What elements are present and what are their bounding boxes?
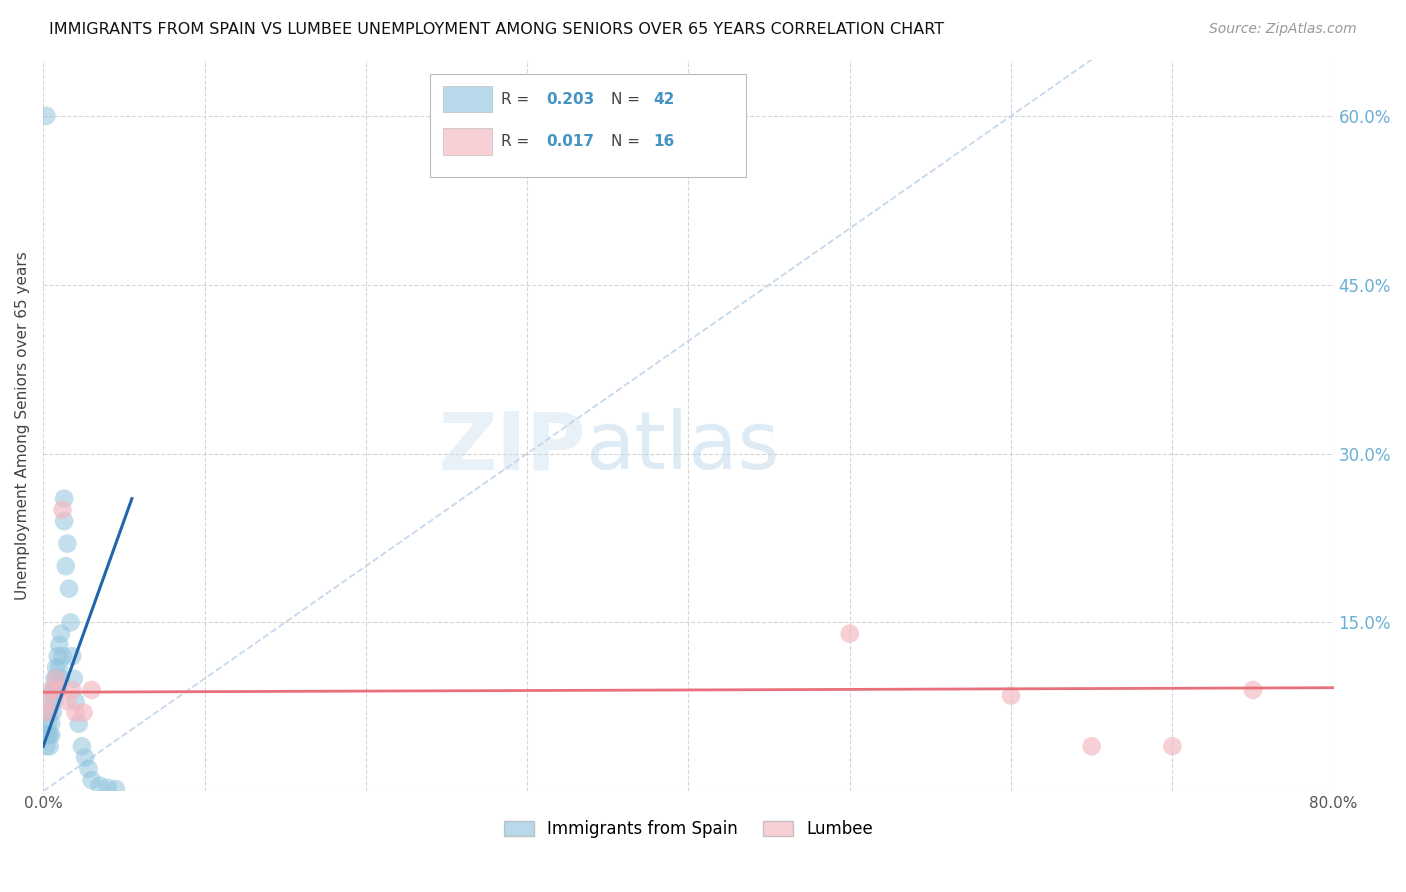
Point [35,728,58,742]
Point [38,706,60,720]
Point [72,706,94,720]
Point [104,782,127,797]
Point [60,683,83,698]
Point [42,706,65,720]
FancyBboxPatch shape [430,74,747,177]
Point [67,716,90,731]
Text: atlas: atlas [585,409,779,486]
Point [51,503,73,517]
Point [80,772,103,787]
Point [37,716,59,731]
Point [1000,689,1022,703]
Point [70,739,93,754]
Point [60,649,83,664]
Point [48,683,70,698]
Text: R =: R = [502,134,534,149]
Point [44,672,66,686]
Point [44,683,66,698]
Point [75,750,97,764]
Point [77,762,100,776]
FancyBboxPatch shape [443,128,492,154]
Point [45,672,67,686]
Text: Source: ZipAtlas.com: Source: ZipAtlas.com [1209,22,1357,37]
Point [63,672,86,686]
Point [1161,739,1184,754]
Point [35,694,58,708]
Point [49,672,72,686]
Point [37,728,59,742]
Point [39,728,62,742]
Text: 16: 16 [654,134,675,149]
Legend: Immigrants from Spain, Lumbee: Immigrants from Spain, Lumbee [498,814,880,845]
Point [35,739,58,754]
Point [46,683,69,698]
Point [838,626,860,640]
Point [65,694,87,708]
Point [80,683,103,698]
Point [49,626,72,640]
Point [45,672,67,686]
Point [48,638,70,652]
Point [53,491,76,506]
Text: 42: 42 [654,92,675,107]
Point [39,694,62,708]
Point [97,780,120,795]
Point [48,660,70,674]
Point [38,728,60,742]
Point [37,706,59,720]
Point [46,649,69,664]
Point [44,694,66,708]
Point [59,615,82,630]
Text: 0.017: 0.017 [547,134,595,149]
Point [56,694,79,708]
Y-axis label: Unemployment Among Seniors over 65 years: Unemployment Among Seniors over 65 years [15,251,30,599]
Text: 0.203: 0.203 [547,92,595,107]
Point [45,660,67,674]
Point [56,536,79,550]
Text: R =: R = [502,92,534,107]
Point [58,582,80,596]
Point [53,514,76,528]
Text: IMMIGRANTS FROM SPAIN VS LUMBEE UNEMPLOYMENT AMONG SENIORS OVER 65 YEARS CORRELA: IMMIGRANTS FROM SPAIN VS LUMBEE UNEMPLOY… [49,22,945,37]
Point [38,739,60,754]
Point [89,779,111,793]
Point [42,683,65,698]
FancyBboxPatch shape [443,86,492,112]
Point [39,716,62,731]
Point [39,683,62,698]
Point [1241,683,1264,698]
Point [35,109,58,123]
Point [1080,739,1102,754]
Text: N =: N = [612,134,645,149]
Point [55,559,77,574]
Point [65,706,87,720]
Text: N =: N = [612,92,645,107]
Point [51,649,73,664]
Text: ZIP: ZIP [437,409,585,486]
